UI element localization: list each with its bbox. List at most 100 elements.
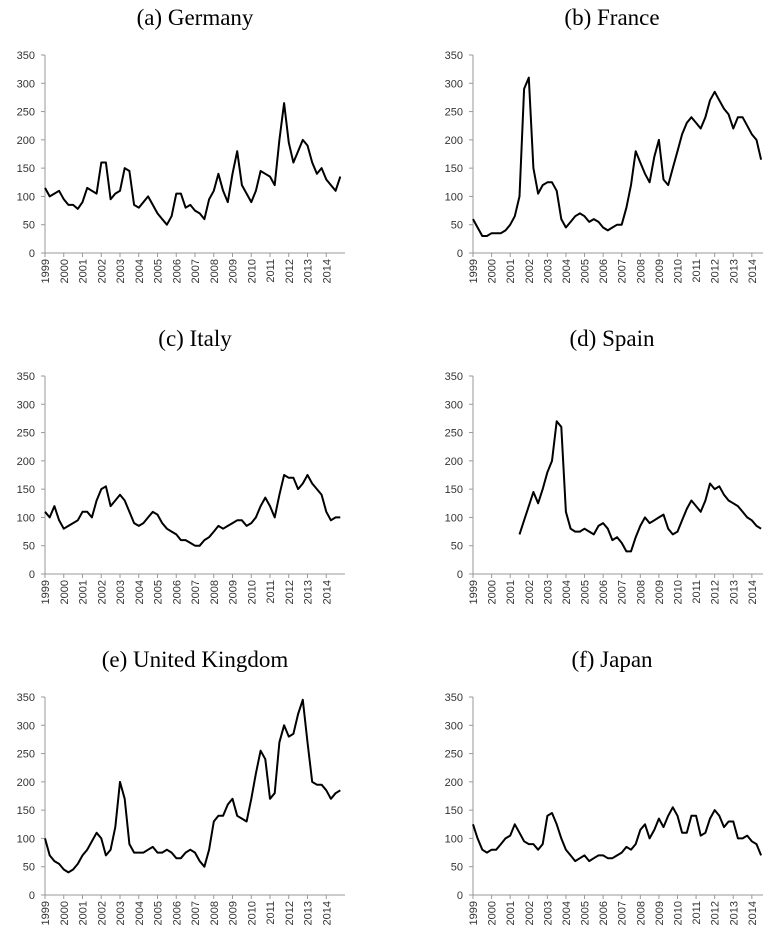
y-tick-label: 150	[17, 805, 35, 817]
y-tick-label: 100	[445, 191, 463, 203]
x-tick-label: 2010	[246, 901, 258, 925]
y-tick-label: 50	[451, 541, 463, 553]
y-tick-label: 300	[17, 399, 35, 411]
x-tick-label: 2001	[78, 259, 90, 283]
x-tick-label: 2004	[561, 580, 573, 604]
y-tick-label: 250	[17, 428, 35, 440]
y-tick-label: 250	[445, 749, 463, 761]
panel-title: (c) Italy	[158, 326, 232, 351]
x-tick-label: 2010	[672, 580, 684, 604]
y-tick-label: 300	[445, 720, 463, 732]
y-tick-label: 200	[17, 135, 35, 147]
x-tick-label: 2010	[672, 259, 684, 283]
x-tick-label: 2009	[228, 259, 240, 283]
x-tick-label: 1999	[40, 580, 52, 604]
x-tick-label: 2002	[96, 901, 108, 925]
x-tick-label: 2008	[209, 580, 221, 604]
x-tick-label: 2000	[59, 901, 71, 925]
x-tick-label: 2000	[487, 259, 499, 283]
x-tick-label: 1999	[468, 580, 480, 604]
x-tick-label: 2012	[284, 259, 296, 283]
x-tick-label: 2003	[542, 259, 554, 283]
y-tick-label: 100	[17, 191, 35, 203]
x-tick-label: 2006	[171, 901, 183, 925]
y-tick-label: 200	[17, 456, 35, 468]
data-line	[44, 698, 341, 874]
x-tick-label: 2003	[542, 580, 554, 604]
x-tick-label: 2004	[134, 901, 146, 925]
y-tick-label: 100	[445, 833, 463, 845]
x-tick-label: 2005	[580, 901, 592, 925]
y-tick-label: 150	[445, 163, 463, 175]
x-tick-label: 2001	[78, 901, 90, 925]
x-tick-label: 2002	[524, 259, 536, 283]
x-tick-label: 2008	[635, 901, 647, 925]
x-tick-label: 2004	[134, 580, 146, 604]
x-tick-label: 2014	[747, 580, 759, 604]
x-tick-label: 2012	[710, 580, 722, 604]
y-tick-label: 0	[457, 248, 463, 260]
x-tick-label: 2011	[265, 580, 277, 604]
y-tick-label: 200	[445, 456, 463, 468]
y-tick-label: 350	[445, 50, 463, 62]
x-tick-label: 2006	[598, 901, 610, 925]
x-tick-label: 2004	[561, 259, 573, 283]
data-line	[44, 474, 341, 547]
panel: (d) Spain 0 50 100 150 200 250 300 350 1999 2000 20…	[445, 326, 763, 604]
x-tick-label: 2005	[153, 259, 165, 283]
x-tick-label: 2013	[728, 901, 740, 925]
x-tick-label: 2001	[505, 901, 517, 925]
data-line	[472, 806, 763, 863]
x-tick-label: 2008	[635, 259, 647, 283]
x-tick-label: 2005	[580, 580, 592, 604]
x-tick-label: 2013	[728, 580, 740, 604]
x-tick-label: 2011	[691, 580, 703, 604]
x-tick-label: 2003	[115, 901, 127, 925]
y-tick-label: 350	[17, 692, 35, 704]
x-tick-label: 2010	[246, 259, 258, 283]
x-tick-label: 1999	[468, 901, 480, 925]
x-tick-label: 2004	[561, 901, 573, 925]
x-tick-label: 2014	[747, 259, 759, 283]
x-tick-label: 2005	[153, 580, 165, 604]
y-tick-label: 350	[17, 50, 35, 62]
panel-title: (b) France	[564, 5, 659, 30]
y-tick-label: 150	[17, 163, 35, 175]
y-tick-label: 250	[445, 428, 463, 440]
y-tick-label: 100	[17, 512, 35, 524]
x-tick-label: 1999	[40, 901, 52, 925]
x-tick-label: 2006	[598, 259, 610, 283]
data-line	[44, 102, 342, 226]
x-tick-label: 2013	[303, 901, 315, 925]
y-tick-label: 50	[451, 220, 463, 232]
y-tick-label: 300	[17, 78, 35, 90]
x-tick-label: 2009	[654, 901, 666, 925]
x-tick-label: 2006	[171, 259, 183, 283]
x-tick-label: 2009	[654, 580, 666, 604]
y-tick-label: 250	[17, 107, 35, 119]
x-tick-label: 2008	[635, 580, 647, 604]
x-tick-label: 2011	[691, 901, 703, 925]
y-tick-label: 250	[445, 107, 463, 119]
x-tick-label: 2001	[78, 580, 90, 604]
x-tick-label: 2000	[59, 259, 71, 283]
y-tick-label: 300	[17, 720, 35, 732]
x-tick-label: 2008	[209, 901, 221, 925]
x-tick-label: 2004	[134, 259, 146, 283]
x-tick-label: 2005	[580, 259, 592, 283]
x-tick-label: 2003	[115, 259, 127, 283]
y-tick-label: 50	[23, 541, 35, 553]
y-tick-label: 150	[17, 484, 35, 496]
x-tick-label: 2014	[747, 901, 759, 925]
x-tick-label: 2014	[321, 259, 333, 283]
y-tick-label: 350	[17, 371, 35, 383]
x-tick-label: 2006	[598, 580, 610, 604]
panel-title: (e) United Kingdom	[102, 647, 289, 672]
x-tick-label: 2007	[190, 580, 202, 604]
x-tick-label: 2002	[96, 580, 108, 604]
y-tick-label: 300	[445, 78, 463, 90]
y-tick-label: 100	[17, 833, 35, 845]
x-tick-label: 2009	[228, 901, 240, 925]
x-tick-label: 2008	[209, 259, 221, 283]
panel: (c) Italy 0 50 100 150 200 250 300 350 1999 2000 20…	[17, 326, 345, 604]
